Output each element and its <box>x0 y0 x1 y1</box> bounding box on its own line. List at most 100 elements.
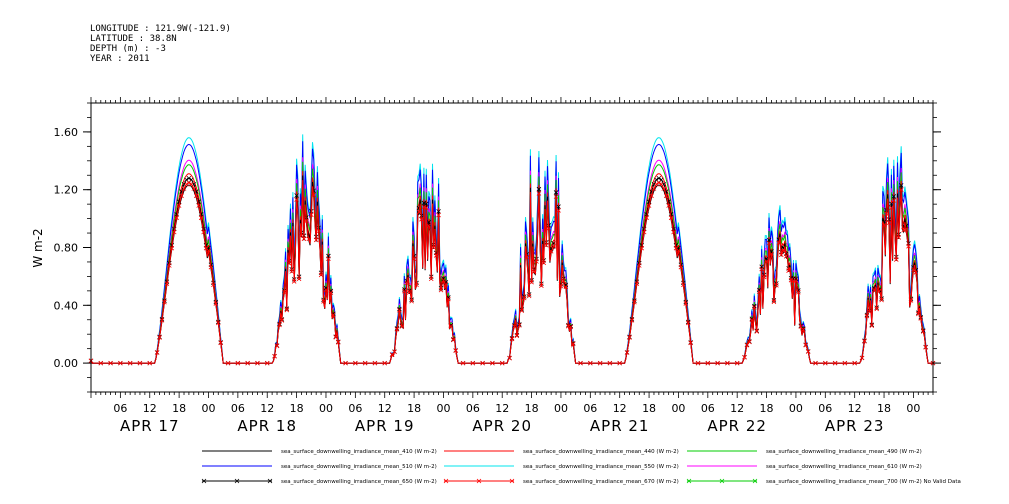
series-marker-670 <box>215 320 221 326</box>
series-marker-670 <box>891 198 897 203</box>
series-marker-670 <box>876 289 882 294</box>
series-marker-670 <box>627 335 632 340</box>
series-marker-670 <box>316 228 321 234</box>
legend-entry: sea_surface_downwelling_irradiance_mean_… <box>202 464 437 470</box>
series-marker-670 <box>306 236 312 242</box>
series-marker-670 <box>803 342 809 348</box>
series-marker-670 <box>277 322 282 328</box>
series-marker-650 <box>756 287 762 293</box>
series-marker-670 <box>208 264 214 270</box>
series-marker-650 <box>891 194 897 199</box>
series-marker-670 <box>321 299 326 304</box>
series-marker-650 <box>421 200 427 206</box>
series-marker-670 <box>193 193 199 199</box>
legend-entry: sea_surface_downwelling_irradiance_mean_… <box>443 478 679 485</box>
series-marker-670 <box>685 320 691 326</box>
series-marker-670 <box>871 287 877 293</box>
series-marker-670 <box>245 360 250 366</box>
day-label: APR 17 <box>120 417 180 435</box>
legend-marker <box>686 478 692 484</box>
series-marker-670 <box>282 289 287 295</box>
series-marker-670 <box>654 181 659 187</box>
series-marker-670 <box>823 360 828 366</box>
hour-tick-label: 12 <box>495 402 509 415</box>
series-marker-650 <box>186 175 192 181</box>
series-marker-670 <box>255 360 260 366</box>
legend-entry: sea_surface_downwelling_irradiance_mean_… <box>444 464 679 470</box>
series-marker-670 <box>749 317 755 323</box>
series-marker-670 <box>764 258 769 264</box>
series-line-490 <box>90 161 933 364</box>
header-longitude: LONGITUDE : 121.9W(-121.9) <box>90 24 231 34</box>
series-marker-670 <box>507 355 512 361</box>
series-marker-670 <box>634 281 640 286</box>
hour-tick-label: 00 <box>789 402 803 415</box>
series-marker-670 <box>480 360 485 366</box>
series-marker-670 <box>211 282 216 288</box>
series-marker-650 <box>656 175 662 181</box>
day-label: APR 22 <box>707 417 767 435</box>
series-marker-670 <box>118 360 123 366</box>
series-marker-670 <box>688 340 693 346</box>
series-marker-670 <box>333 335 339 340</box>
legend-marker <box>509 478 515 484</box>
series-marker-650 <box>641 226 647 232</box>
series-marker-670 <box>659 181 664 187</box>
series-marker-670 <box>543 242 549 248</box>
series-line-610 <box>90 157 933 364</box>
series-marker-670 <box>536 191 542 196</box>
series-marker-670 <box>761 274 767 280</box>
series-marker-670 <box>514 333 520 339</box>
series-marker-670 <box>651 186 657 191</box>
day-label: APR 18 <box>237 417 297 435</box>
series-marker-670 <box>353 360 358 366</box>
series-marker-650 <box>553 190 559 195</box>
series-marker-670 <box>181 186 187 191</box>
y-tick-label: 0.80 <box>54 242 79 255</box>
series-marker-670 <box>323 287 329 293</box>
series-marker-670 <box>450 337 456 343</box>
series-marker-670 <box>294 197 299 202</box>
series-marker-670 <box>286 261 292 266</box>
series-marker-670 <box>556 208 561 213</box>
y-tick-label: 1.20 <box>54 184 79 197</box>
series-marker-670 <box>411 256 417 262</box>
series-marker-670 <box>683 301 689 306</box>
series-marker-670 <box>886 220 892 226</box>
series-marker-670 <box>864 313 870 319</box>
series-marker-670 <box>289 269 294 274</box>
series-marker-670 <box>531 269 537 274</box>
series-marker-670 <box>328 290 334 296</box>
series-marker-670 <box>517 323 522 328</box>
series-marker-670 <box>578 360 583 366</box>
day-label: APR 19 <box>355 417 415 435</box>
series-marker-670 <box>568 324 574 330</box>
legend-entry: sea_surface_downwelling_irradiance_mean_… <box>202 449 437 455</box>
series-marker-650 <box>424 201 429 207</box>
series-marker-670 <box>318 272 324 278</box>
hour-tick-label: 06 <box>583 402 597 415</box>
series-marker-670 <box>343 360 348 366</box>
series-marker-670 <box>414 282 419 288</box>
series-marker-670 <box>127 360 133 366</box>
series-marker-650 <box>671 226 676 232</box>
series-marker-670 <box>191 186 197 191</box>
hour-tick-label: 06 <box>113 402 127 415</box>
series-marker-670 <box>201 229 206 235</box>
series-marker-670 <box>681 282 686 288</box>
series-marker-670 <box>301 236 307 242</box>
series-marker-670 <box>299 233 304 239</box>
series-marker-670 <box>460 360 466 366</box>
header-depth: DEPTH (m) : -3 <box>90 44 166 54</box>
series-marker-670 <box>903 227 909 232</box>
series-marker-670 <box>920 329 926 334</box>
series-marker-670 <box>774 283 779 288</box>
legend-label: sea_surface_downwelling_irradiance_mean_… <box>523 479 679 485</box>
hour-tick-label: 00 <box>201 402 215 415</box>
legend-marker <box>719 478 725 484</box>
series-marker-670 <box>617 360 622 366</box>
series-marker-670 <box>678 264 684 270</box>
series-marker-670 <box>428 276 434 282</box>
series-marker-670 <box>624 350 630 355</box>
